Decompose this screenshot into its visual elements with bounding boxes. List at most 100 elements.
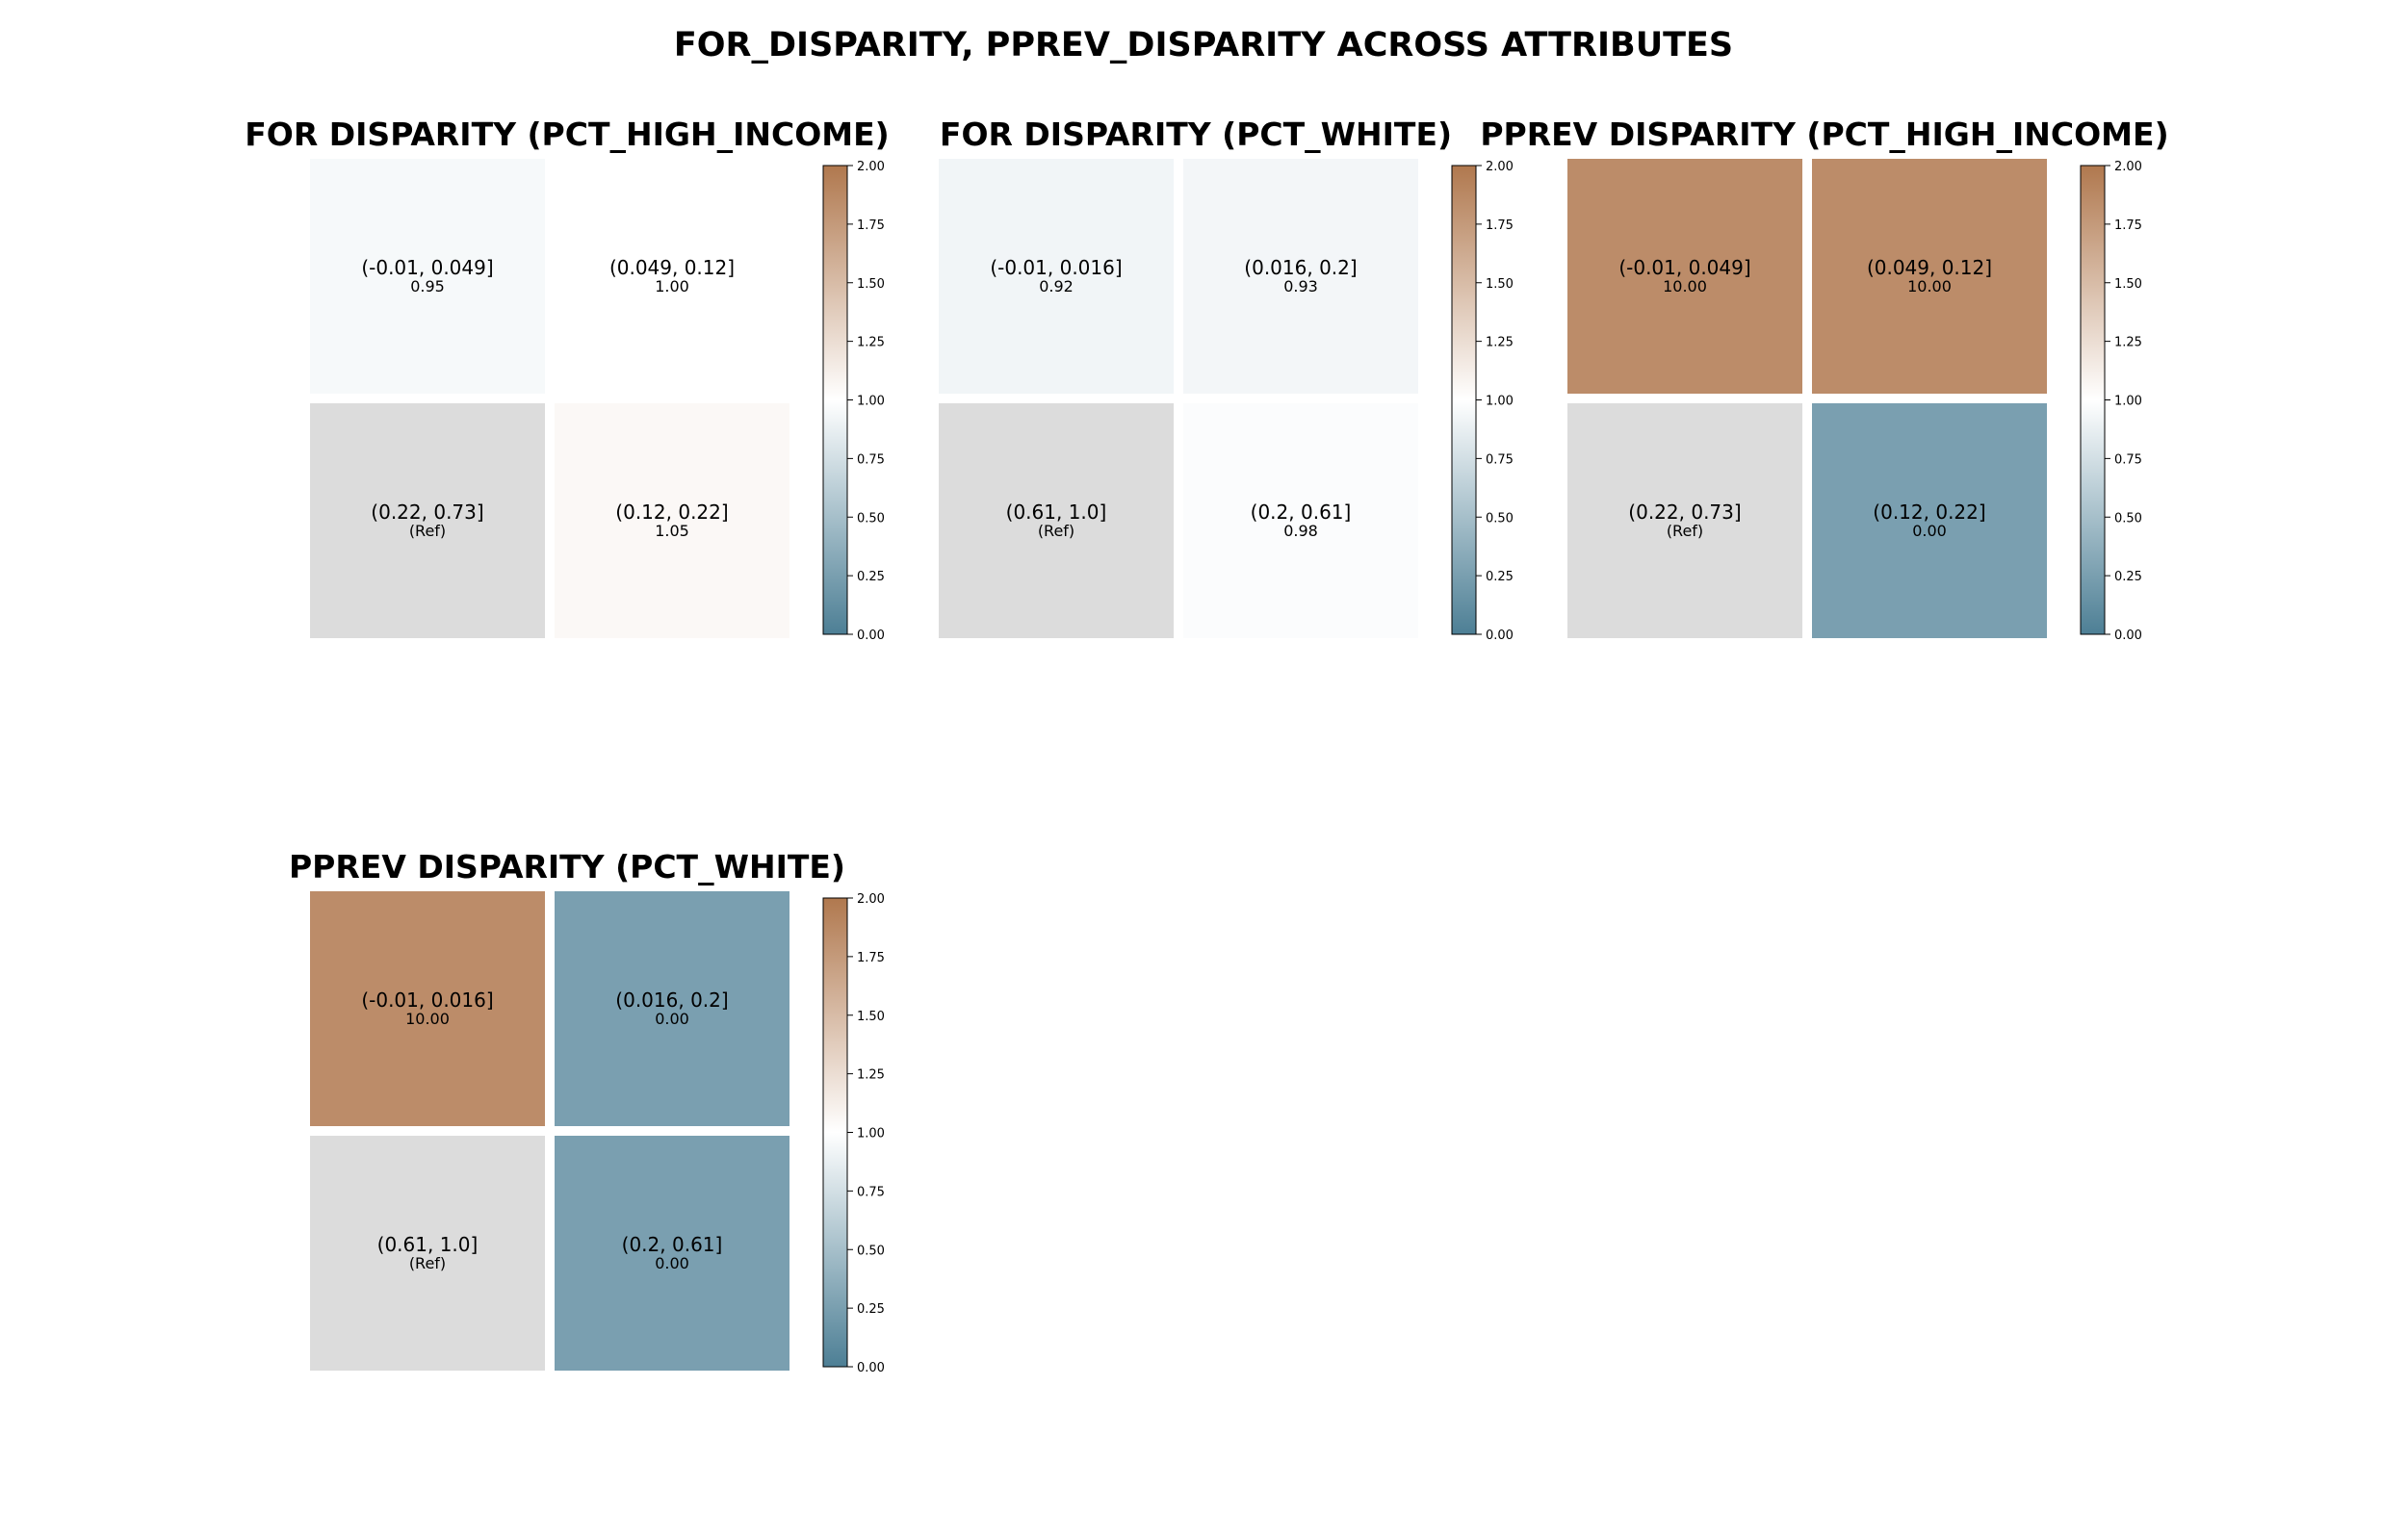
heatmap-cell bbox=[310, 403, 545, 638]
colorbar-tick-label: 0.75 bbox=[1486, 452, 1514, 467]
heatmap-cell bbox=[1567, 159, 1802, 394]
cell-value: 0.92 bbox=[1039, 277, 1074, 295]
cell-value: 0.00 bbox=[655, 1010, 689, 1028]
heatmap-cell bbox=[1567, 403, 1802, 638]
colorbar-tick-label: 0.25 bbox=[1486, 570, 1514, 584]
colorbar-tick-label: 1.50 bbox=[1486, 277, 1514, 292]
cell-value: (Ref) bbox=[409, 522, 446, 540]
colorbar-tick-label: 1.25 bbox=[2114, 336, 2142, 350]
colorbar-tick-label: 2.00 bbox=[2114, 160, 2142, 174]
cell-value: 1.00 bbox=[655, 277, 689, 295]
colorbar-tick-label: 1.25 bbox=[1486, 336, 1514, 350]
colorbar: 0.00 0.25 0.50 0.75 1.00 1.25 1.50 1.75 2.00 bbox=[822, 892, 885, 1375]
heatmap-cell bbox=[555, 159, 789, 394]
colorbar-tick-label: 1.75 bbox=[857, 951, 885, 965]
colorbar: 0.00 0.25 0.50 0.75 1.00 1.25 1.50 1.75 2.00 bbox=[822, 160, 885, 643]
cell-value: (Ref) bbox=[1667, 522, 1703, 540]
colorbar-tick-label: 1.25 bbox=[857, 1068, 885, 1083]
panel-title: PPREV DISPARITY (PCT_WHITE) bbox=[289, 848, 845, 886]
cell-value: 0.95 bbox=[410, 277, 445, 295]
colorbar-tick-label: 1.00 bbox=[857, 1127, 885, 1142]
cell-label: (0.049, 0.12] bbox=[1867, 256, 1992, 279]
cell-value: 10.00 bbox=[1663, 277, 1707, 295]
heatmap-cell bbox=[555, 1136, 789, 1371]
colorbar-bar bbox=[2080, 165, 2106, 635]
colorbar-tick-label: 0.50 bbox=[857, 1244, 885, 1258]
cell-label: (-0.01, 0.049] bbox=[361, 256, 493, 279]
cell-value: 0.00 bbox=[655, 1254, 689, 1272]
cell-value: 10.00 bbox=[405, 1010, 450, 1028]
cell-label: (0.2, 0.61] bbox=[622, 1233, 723, 1256]
colorbar-tick-label: 0.75 bbox=[857, 452, 885, 467]
colorbar-tick-label: 1.75 bbox=[857, 218, 885, 233]
heatmap-cell bbox=[1183, 403, 1418, 638]
colorbar-tick-label: 0.00 bbox=[857, 1361, 885, 1375]
colorbar-bar bbox=[1451, 165, 1477, 635]
heatmap-cell bbox=[555, 891, 789, 1126]
cell-value: 1.05 bbox=[655, 522, 689, 540]
cell-label: (0.016, 0.2] bbox=[615, 988, 728, 1012]
colorbar-tick-label: 0.00 bbox=[1486, 629, 1514, 643]
cell-label: (-0.01, 0.049] bbox=[1618, 256, 1750, 279]
cell-label: (-0.01, 0.016] bbox=[361, 988, 493, 1012]
cell-value: (Ref) bbox=[1038, 522, 1074, 540]
colorbar-tick-label: 2.00 bbox=[857, 892, 885, 907]
cell-label: (0.12, 0.22] bbox=[615, 500, 728, 524]
colorbar-tick-label: 0.25 bbox=[857, 1302, 885, 1317]
colorbar-tick-label: 1.25 bbox=[857, 336, 885, 350]
figure-title: FOR_DISPARITY, PPREV_DISPARITY ACROSS AT… bbox=[674, 26, 1733, 64]
colorbar-tick-label: 0.50 bbox=[857, 511, 885, 526]
cell-label: (0.12, 0.22] bbox=[1873, 500, 1985, 524]
cell-value: 10.00 bbox=[1907, 277, 1952, 295]
colorbar-tick-label: 0.00 bbox=[857, 629, 885, 643]
colorbar-bar bbox=[822, 897, 848, 1368]
colorbar-tick-label: 1.50 bbox=[857, 1010, 885, 1024]
colorbar-bar bbox=[822, 165, 848, 635]
colorbar-tick-label: 1.50 bbox=[2114, 277, 2142, 292]
panel-title: FOR DISPARITY (PCT_WHITE) bbox=[940, 116, 1452, 153]
heatmap-cell bbox=[939, 159, 1174, 394]
colorbar: 0.00 0.25 0.50 0.75 1.00 1.25 1.50 1.75 2.00 bbox=[2080, 160, 2142, 643]
colorbar-tick-label: 2.00 bbox=[857, 160, 885, 174]
cell-label: (0.2, 0.61] bbox=[1251, 500, 1352, 524]
colorbar-tick-label: 0.00 bbox=[2114, 629, 2142, 643]
colorbar-tick-label: 1.75 bbox=[2114, 218, 2142, 233]
cell-label: (-0.01, 0.016] bbox=[990, 256, 1122, 279]
colorbar-tick-label: 1.00 bbox=[2114, 395, 2142, 409]
panel: PPREV DISPARITY (PCT_HIGH_INCOME) (-0.01,… bbox=[1480, 116, 2168, 643]
colorbar-tick-label: 0.25 bbox=[2114, 570, 2142, 584]
colorbar-tick-label: 0.50 bbox=[2114, 511, 2142, 526]
cell-label: (0.016, 0.2] bbox=[1244, 256, 1357, 279]
cell-label: (0.22, 0.73] bbox=[371, 500, 483, 524]
colorbar-tick-label: 0.75 bbox=[857, 1185, 885, 1199]
heatmap-cell bbox=[310, 159, 545, 394]
heatmap-cell bbox=[1183, 159, 1418, 394]
heatmap-cell bbox=[1812, 403, 2047, 638]
panel: FOR DISPARITY (PCT_WHITE)(-0.01, 0.016]0… bbox=[939, 116, 1514, 643]
cell-value: 0.98 bbox=[1283, 522, 1318, 540]
heatmap-cell bbox=[939, 403, 1174, 638]
panel-title: PPREV DISPARITY (PCT_HIGH_INCOME) bbox=[1480, 116, 2168, 153]
colorbar: 0.00 0.25 0.50 0.75 1.00 1.25 1.50 1.75 2.00 bbox=[1451, 160, 1514, 643]
colorbar-tick-label: 2.00 bbox=[1486, 160, 1514, 174]
colorbar-tick-label: 0.75 bbox=[2114, 452, 2142, 467]
panel-title: FOR DISPARITY (PCT_HIGH_INCOME) bbox=[245, 116, 889, 153]
colorbar-tick-label: 1.75 bbox=[1486, 218, 1514, 233]
heatmap-cell bbox=[1812, 159, 2047, 394]
panel: PPREV DISPARITY (PCT_WHITE) (-0.01, 0.016… bbox=[289, 848, 885, 1375]
heatmap-cell bbox=[555, 403, 789, 638]
colorbar-tick-label: 1.00 bbox=[857, 395, 885, 409]
colorbar-tick-label: 1.00 bbox=[1486, 395, 1514, 409]
cell-value: (Ref) bbox=[409, 1254, 446, 1272]
cell-label: (0.049, 0.12] bbox=[609, 256, 735, 279]
cell-label: (0.22, 0.73] bbox=[1628, 500, 1741, 524]
colorbar-tick-label: 0.25 bbox=[857, 570, 885, 584]
panel: FOR DISPARITY (PCT_HIGH_INCOME) (-0.01, 0… bbox=[245, 116, 889, 643]
cell-value: 0.00 bbox=[1912, 522, 1947, 540]
heatmap-cell bbox=[310, 891, 545, 1126]
cell-label: (0.61, 1.0] bbox=[377, 1233, 479, 1256]
colorbar-tick-label: 1.50 bbox=[857, 277, 885, 292]
cell-label: (0.61, 1.0] bbox=[1006, 500, 1107, 524]
panels: FOR DISPARITY (PCT_HIGH_INCOME) (-0.01, 0… bbox=[245, 116, 2168, 1375]
